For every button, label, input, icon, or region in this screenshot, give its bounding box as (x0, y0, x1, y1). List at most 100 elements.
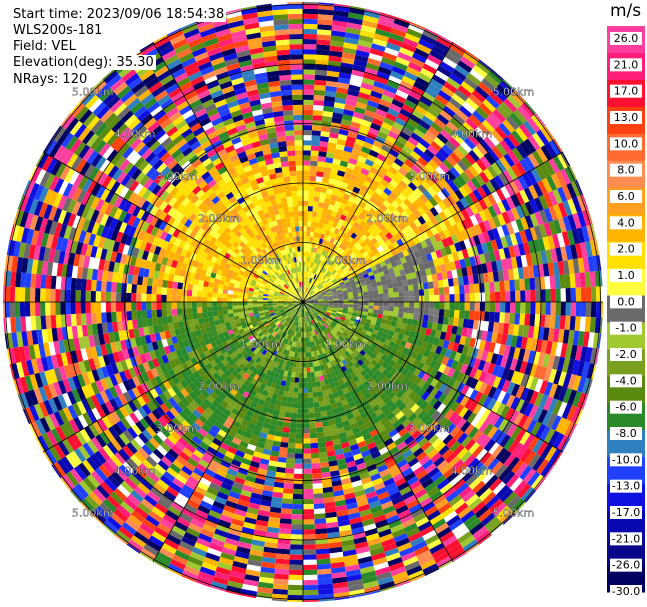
velocity-gate (161, 302, 167, 310)
velocity-gate (499, 434, 511, 448)
velocity-gate (240, 212, 248, 221)
velocity-gate (263, 337, 270, 344)
velocity-gate (234, 280, 241, 285)
velocity-gate (377, 380, 386, 389)
velocity-gate (166, 337, 174, 346)
velocity-gate (374, 437, 384, 447)
velocity-gate (526, 419, 538, 434)
velocity-gate (163, 538, 179, 550)
velocity-gate (373, 384, 381, 393)
velocity-gate (66, 264, 74, 278)
velocity-gate (208, 542, 224, 553)
velocity-gate (178, 142, 190, 153)
velocity-gate (576, 392, 587, 409)
velocity-gate (262, 343, 268, 350)
velocity-gate (422, 529, 437, 541)
velocity-gate (257, 304, 263, 307)
velocity-gate (199, 500, 213, 510)
velocity-gate (269, 269, 275, 275)
velocity-gate (188, 382, 197, 392)
velocity-gate (173, 274, 180, 283)
velocity-gate (3, 302, 5, 318)
velocity-gate (308, 352, 312, 358)
velocity-gate (218, 314, 224, 320)
velocity-gate (478, 382, 488, 394)
velocity-gate (227, 302, 233, 306)
velocity-gate (289, 422, 297, 429)
velocity-gate (413, 512, 427, 523)
velocity-gate (245, 448, 255, 456)
velocity-gate (61, 456, 74, 472)
velocity-gate (69, 138, 83, 154)
velocity-gate (205, 209, 214, 218)
velocity-gate (183, 531, 199, 543)
velocity-gate (181, 109, 195, 120)
velocity-gate (329, 470, 340, 477)
velocity-gate (196, 481, 209, 492)
velocity-gate (292, 302, 298, 304)
velocity-gate (589, 347, 598, 364)
velocity-gate (232, 481, 244, 490)
velocity-gate (303, 579, 318, 586)
velocity-gate (210, 325, 217, 332)
velocity-gate (196, 112, 209, 123)
velocity-gate (345, 327, 352, 333)
velocity-gate (44, 370, 53, 385)
velocity-gate (169, 186, 179, 197)
velocity-gate (284, 411, 292, 418)
velocity-gate (278, 296, 284, 299)
velocity-gate (303, 509, 315, 515)
velocity-gate (178, 240, 186, 249)
velocity-gate (270, 419, 278, 426)
velocity-gate (454, 403, 465, 415)
velocity-gate (106, 271, 114, 282)
velocity-gate (144, 242, 152, 252)
velocity-gate (156, 340, 164, 349)
velocity-gate (372, 309, 379, 314)
velocity-gate (90, 453, 103, 468)
velocity-gate (339, 394, 347, 402)
velocity-gate (195, 405, 205, 415)
velocity-gate (541, 411, 553, 426)
velocity-gate (173, 342, 181, 351)
velocity-gate (253, 529, 267, 537)
velocity-gate (196, 575, 213, 586)
velocity-gate (404, 362, 413, 371)
velocity-gate (106, 132, 119, 146)
velocity-gate (245, 355, 253, 363)
velocity-gate (255, 318, 262, 323)
velocity-gate (443, 375, 452, 386)
velocity-gate (70, 156, 83, 171)
velocity-gate (389, 325, 396, 332)
velocity-gate (35, 231, 45, 247)
velocity-gate (232, 308, 239, 314)
velocity-gate (310, 308, 315, 313)
velocity-gate (435, 441, 446, 453)
velocity-gate (203, 338, 211, 346)
velocity-gate (245, 426, 255, 435)
velocity-gate (330, 312, 337, 317)
velocity-gate (438, 373, 448, 383)
velocity-gate (466, 346, 474, 357)
velocity-gate (212, 292, 218, 298)
velocity-gate (69, 120, 83, 136)
velocity-gate (35, 302, 41, 316)
velocity-gate (81, 498, 96, 513)
velocity-gate (246, 248, 253, 255)
velocity-gate (278, 352, 284, 359)
velocity-gate (57, 147, 70, 163)
velocity-gate (142, 73, 157, 86)
velocity-gate (328, 366, 334, 373)
velocity-gate (561, 357, 571, 373)
velocity-gate (272, 303, 278, 306)
velocity-gate (435, 427, 446, 438)
velocity-gate (303, 408, 309, 414)
velocity-gate (85, 94, 100, 110)
velocity-gate (96, 323, 104, 335)
velocity-gate (249, 371, 257, 379)
velocity-gate (95, 291, 101, 302)
velocity-gate (255, 363, 262, 370)
velocity-gate (364, 486, 376, 495)
velocity-gate (300, 322, 302, 328)
velocity-gate (175, 138, 188, 149)
